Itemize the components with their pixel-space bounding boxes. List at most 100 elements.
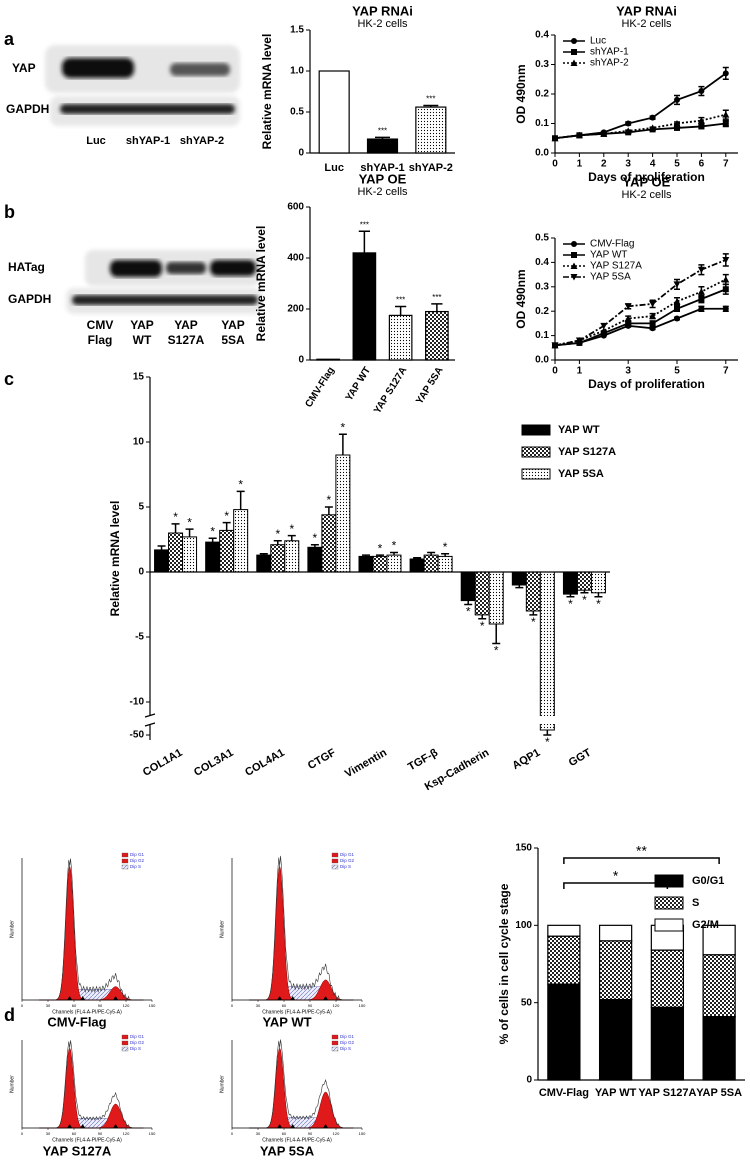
significance: * (392, 539, 397, 553)
y-tick-label: 1.0 (290, 66, 304, 77)
flow-marker (323, 996, 329, 1000)
marker (722, 256, 730, 264)
marker (697, 117, 705, 124)
lane-label: YAP (130, 318, 154, 332)
marker (649, 320, 656, 327)
x-tick-label: 4 (650, 159, 656, 170)
flow-axes (21, 1040, 152, 1129)
error-bar (515, 585, 524, 589)
bar-segment (598, 940, 633, 1001)
flow-outline (249, 855, 354, 1001)
bar (366, 138, 399, 154)
significance: * (545, 735, 550, 749)
lane-label: shYAP-1 (126, 135, 170, 147)
bar-segment (547, 983, 581, 1081)
legend-label: YAP WT (590, 250, 627, 261)
marker (649, 124, 657, 131)
significance: * (378, 541, 383, 555)
marker (551, 134, 559, 142)
marker (722, 111, 730, 118)
y-tick-label: 0 (526, 1075, 532, 1086)
flow-x-tick-label: 30 (256, 1003, 261, 1008)
y-axis-title: Relative mRNA level (108, 501, 122, 617)
y-tick-label: 0.5 (290, 107, 304, 118)
flow-g1-peak (249, 865, 354, 1001)
x-tick-label: YAP WT (344, 365, 373, 403)
error-bar (529, 611, 538, 616)
error-bar (171, 523, 180, 533)
x-tick-label: COL3A1 (192, 747, 236, 779)
flow-y-label: Number (9, 920, 15, 938)
x-tick-label: YAP 5SA (414, 365, 445, 406)
legend-label: YAP WT (558, 424, 600, 436)
y-tick-label: 50 (521, 997, 533, 1008)
x-tick-label: Luc (324, 162, 344, 174)
error-bar (594, 592, 603, 598)
y-tick-label: 0.4 (535, 30, 549, 41)
x-tick-label: shYAP-1 (360, 162, 404, 174)
bar-segment (650, 1006, 685, 1081)
error-bar (259, 553, 268, 556)
axis-break (142, 716, 610, 724)
blot-b (66, 250, 262, 314)
legend-marker (570, 59, 578, 66)
error-bar (423, 104, 439, 108)
flow-x-tick-label: 60 (72, 1003, 77, 1008)
error-bar (390, 551, 398, 556)
x-tick-label: 0 (552, 366, 558, 377)
significance: * (613, 868, 619, 884)
bar (316, 358, 340, 361)
flow-legend-swatch (121, 1046, 129, 1052)
legend-swatch (521, 446, 551, 458)
series-line (554, 259, 727, 347)
marker (673, 281, 681, 288)
x-tick-label: Vimentin (343, 747, 389, 781)
bar (205, 541, 221, 573)
y-tick-label: 600 (287, 202, 304, 213)
flow-x-tick-label: 0 (231, 1003, 234, 1008)
marker (625, 320, 632, 327)
x-tick-label: 7 (723, 159, 729, 170)
significance: * (443, 540, 448, 554)
flow-marker (67, 996, 73, 1000)
flow-x-tick-label: 30 (46, 1131, 51, 1136)
x-tick-label: COL1A1 (141, 747, 185, 779)
error-bar (395, 305, 407, 316)
flow-legend-label: Dip G1 (340, 852, 355, 857)
chart-subtitle: HK-2 cells (621, 189, 672, 201)
y-tick-label: 400 (287, 253, 304, 264)
error-bar (375, 136, 390, 140)
significance: * (327, 493, 332, 507)
x-tick-label: YAP S127A (638, 1087, 696, 1099)
legend-swatch (521, 468, 551, 480)
flow-legend-label: Dip G2 (340, 1040, 355, 1045)
bar (372, 555, 388, 573)
y-axis-title: Relative mRNA level (254, 226, 268, 342)
flow-x-label: Channels (FL4-A-PI/PE-Cy5-A) (52, 1137, 122, 1143)
legend-label: G0/G1 (692, 875, 724, 887)
lane-label: CMV (87, 318, 114, 332)
flow-legend-swatch (331, 852, 339, 858)
significance: * (210, 524, 215, 538)
legend-swatch (654, 918, 684, 932)
flow-marker (113, 996, 119, 1000)
marker (674, 315, 680, 322)
bar (460, 571, 476, 602)
error-bar (236, 490, 245, 510)
bar (318, 70, 350, 154)
y-tick-label: 0.0 (535, 148, 549, 159)
flow-legend-label: Dip G2 (340, 858, 355, 863)
error-bar (157, 545, 166, 550)
bar (256, 554, 272, 573)
x-tick-label: 3 (625, 366, 631, 377)
blot-row-label: GAPDH (6, 102, 49, 116)
flow-x-tick-label: 90 (308, 1131, 313, 1136)
flow-legend-swatch (121, 858, 129, 864)
bar (307, 546, 323, 573)
marker (575, 337, 583, 344)
panel-label: c (4, 369, 14, 389)
legend-label: shYAP-1 (590, 47, 629, 58)
flow-outline (249, 1039, 354, 1129)
significance: *** (426, 95, 435, 104)
